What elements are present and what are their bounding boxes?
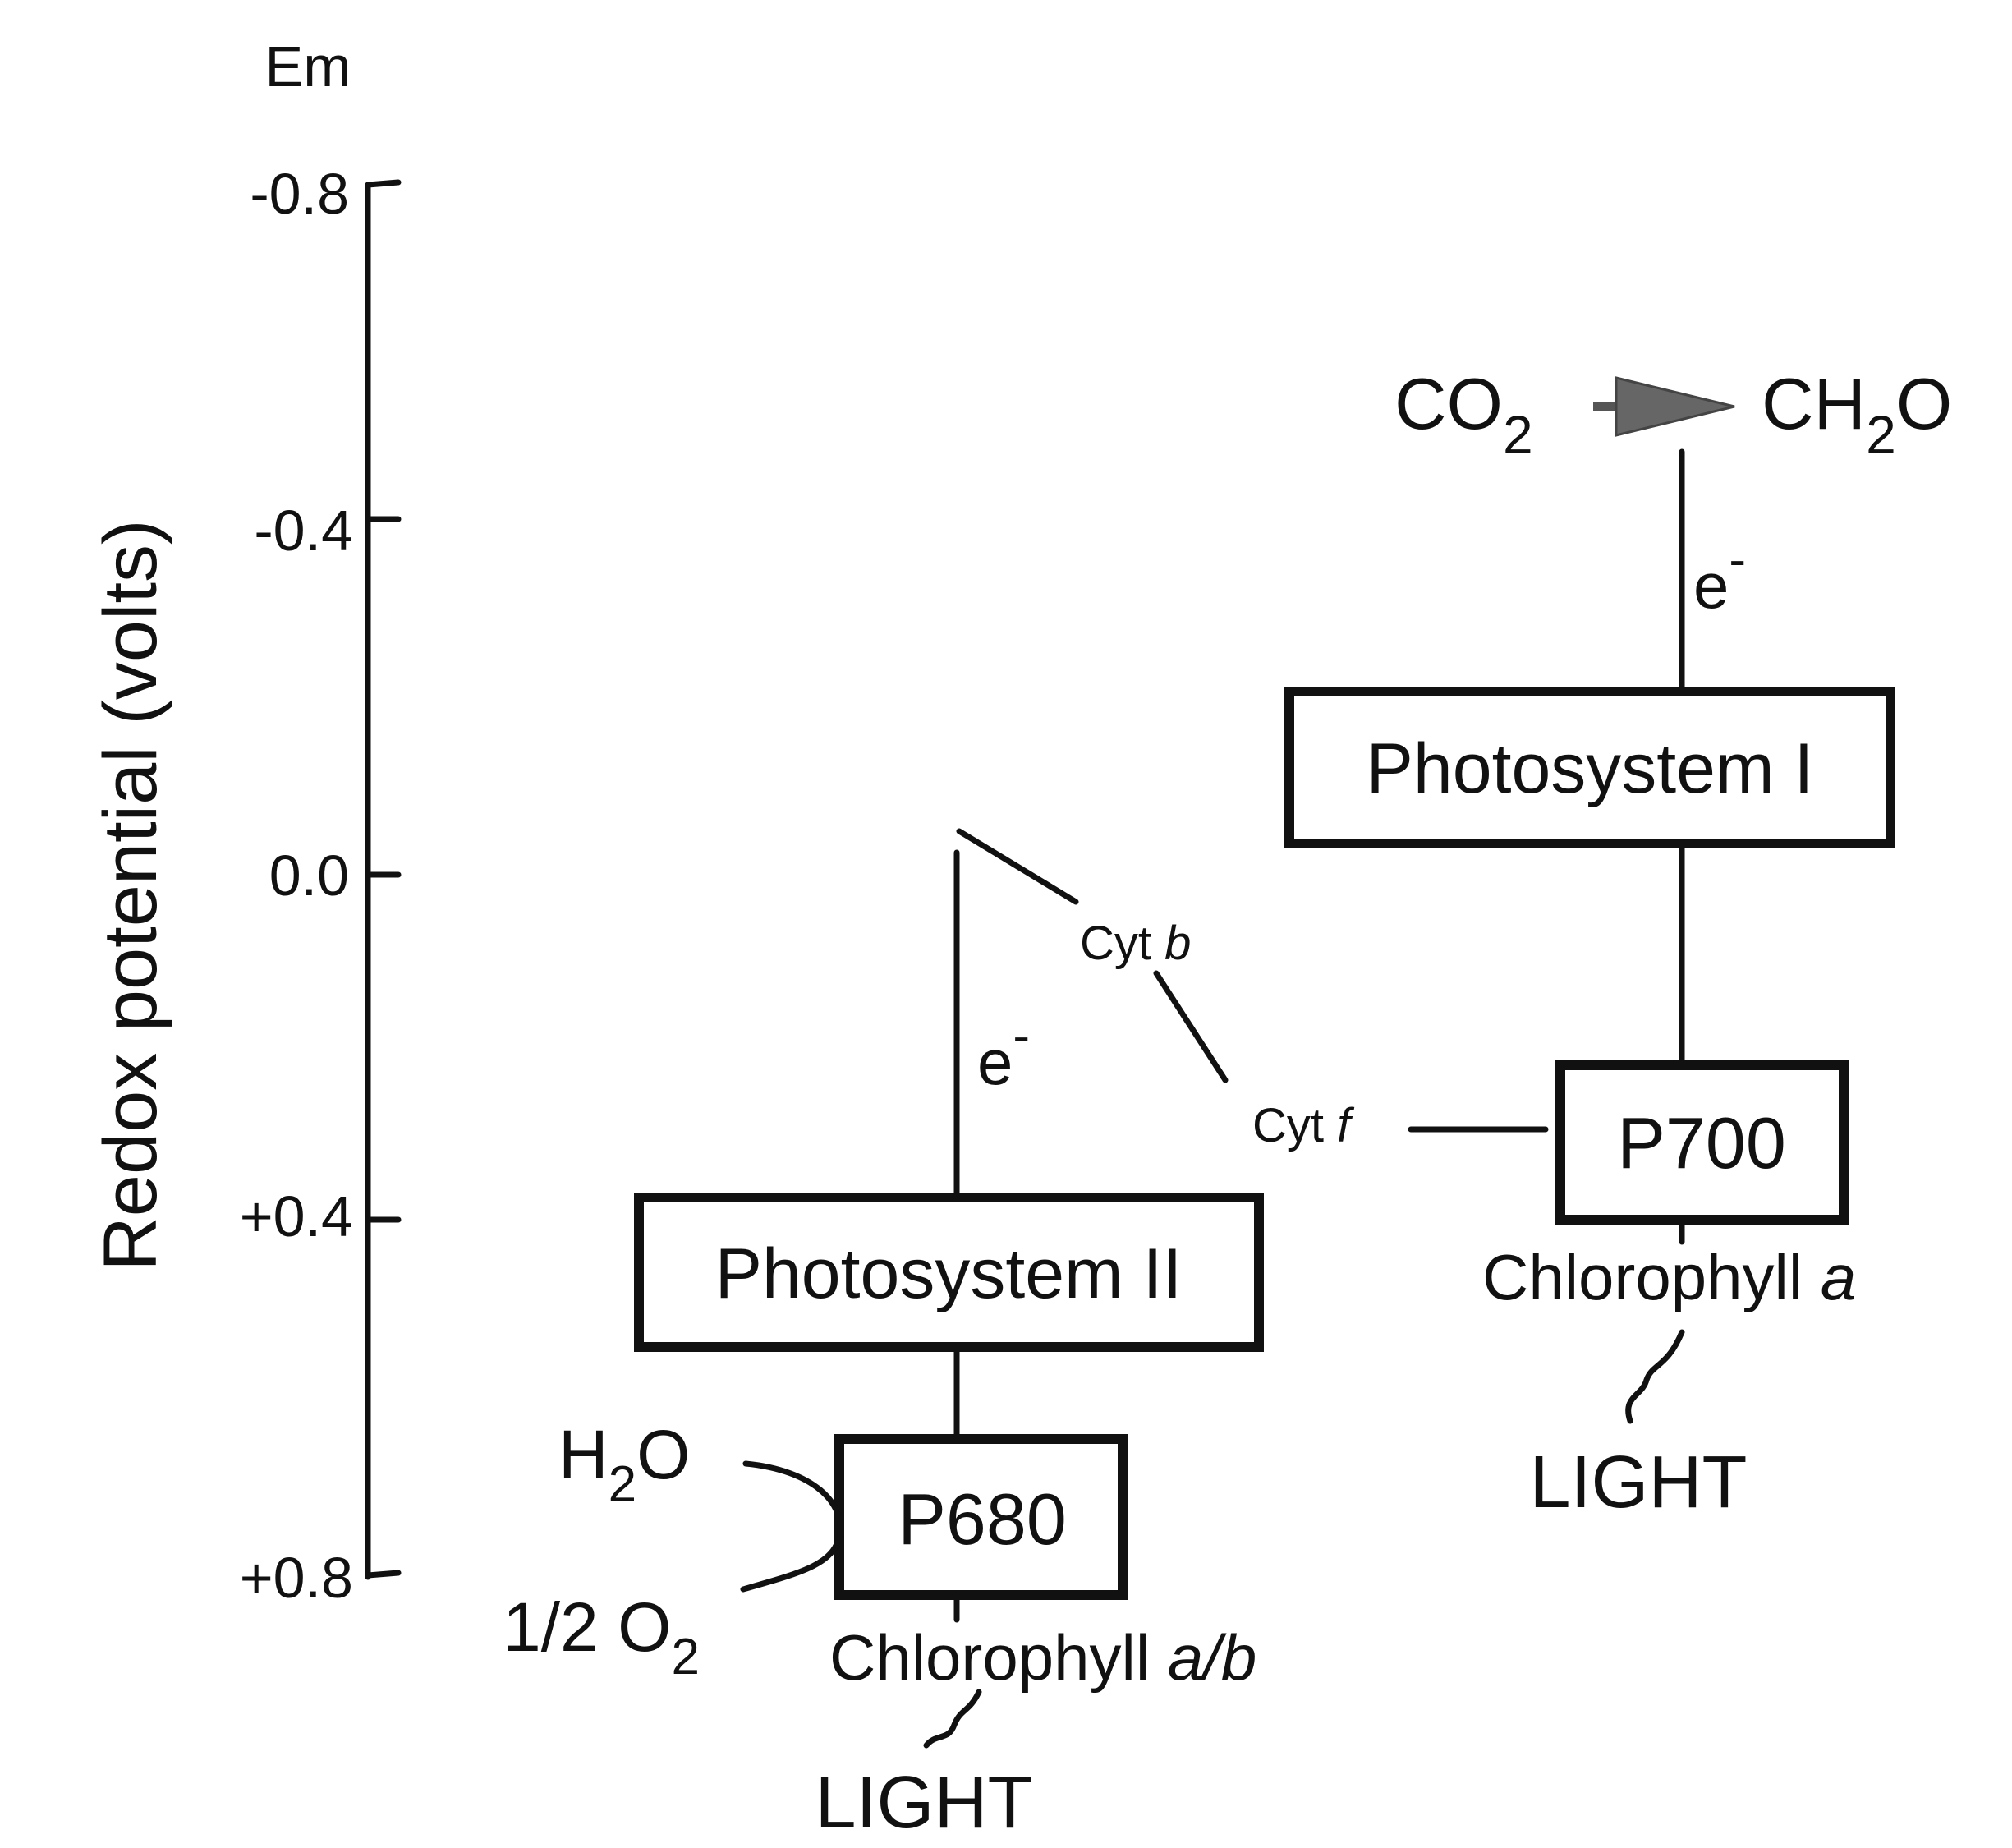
cytochrome-chain: Cyt b Cyt f bbox=[956, 828, 1549, 1152]
axis-tick-label: +0.4 bbox=[240, 1184, 353, 1248]
axis-title: Redox potential (volts) bbox=[89, 519, 172, 1271]
axis-tick-label: -0.4 bbox=[254, 499, 353, 563]
p700-box bbox=[1555, 1060, 1849, 1225]
photosystem-ii-box bbox=[634, 1193, 1264, 1352]
ch2o-label: CH2O bbox=[1762, 363, 1952, 465]
psi-pigment-label: Chlorophyll a bbox=[1482, 1241, 1856, 1313]
photosystem-i-label: Photosystem I bbox=[1367, 729, 1814, 808]
psi-electron-label: e- bbox=[1693, 531, 1746, 622]
photosystem-i-box bbox=[1284, 687, 1895, 848]
photosystem-ii-group: e- Photosystem II P680 Chlorophyll a/b L… bbox=[634, 849, 1264, 1844]
carbon-fixation-arrow bbox=[1593, 376, 1735, 437]
axis-tick bbox=[365, 1570, 402, 1579]
co2-label: CO2 bbox=[1394, 363, 1533, 465]
axis-tick bbox=[365, 179, 402, 188]
carbon-fixation-group: CO2 CH2O bbox=[1394, 363, 1952, 465]
water-oxidation-arrow bbox=[740, 1460, 843, 1593]
psi-light-label: LIGHT bbox=[1529, 1441, 1747, 1524]
psii-light-squiggle bbox=[923, 1689, 982, 1749]
cyt-f-label: Cyt f bbox=[1252, 1099, 1355, 1152]
cyt-f-arrow bbox=[1153, 970, 1229, 1083]
psii-electron-label: e- bbox=[977, 1008, 1030, 1098]
psii-light-label: LIGHT bbox=[815, 1762, 1032, 1844]
p700-label: P700 bbox=[1617, 1102, 1786, 1184]
p680-label: P680 bbox=[898, 1478, 1067, 1560]
oxygen-label: 1/2 O2 bbox=[503, 1588, 700, 1685]
photosystem-i-group: e- Photosystem I P700 Chlorophyll a LIGH… bbox=[1284, 448, 1895, 1524]
axis-tick-label: -0.8 bbox=[250, 162, 349, 226]
water-splitting-group: H2O 1/2 O2 bbox=[503, 1416, 843, 1685]
photosystem-ii-label: Photosystem II bbox=[715, 1234, 1183, 1313]
cyt-b-arrow bbox=[956, 828, 1079, 905]
axis-tick-label: 0.0 bbox=[269, 844, 349, 908]
axis-tick-label: +0.8 bbox=[240, 1546, 353, 1610]
redox-axis: Em -0.8 -0.4 0.0 +0.4 +0.8 Redox potenti… bbox=[89, 34, 402, 1610]
psi-light-squiggle bbox=[1625, 1329, 1685, 1424]
psii-pigment-label: Chlorophyll a/b bbox=[829, 1621, 1256, 1694]
cyt-b-label: Cyt b bbox=[1080, 917, 1191, 970]
axis-unit-label: Em bbox=[265, 34, 351, 99]
water-label: H2O bbox=[558, 1416, 691, 1513]
